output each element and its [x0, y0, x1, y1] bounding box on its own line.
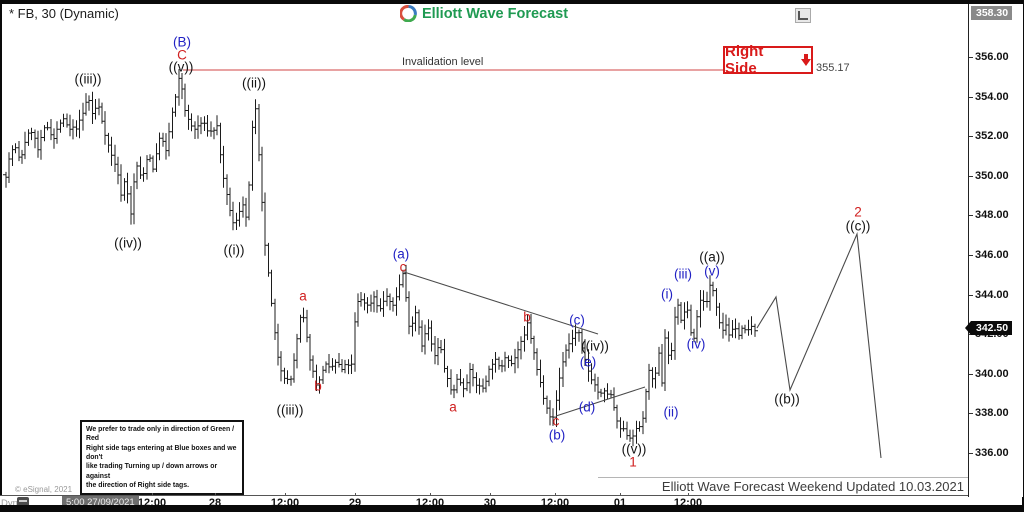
wave-label[interactable]: ((iii)) [276, 402, 304, 418]
trendline [403, 271, 599, 335]
watermark-text: Elliott Wave Forecast Weekend Updated 10… [661, 479, 964, 494]
price-tick-mark [969, 255, 973, 256]
wave-label[interactable]: ((v)) [168, 59, 194, 75]
time-tick-mark [555, 493, 556, 496]
wave-label[interactable]: (c) [569, 312, 585, 328]
time-tick-mark [688, 493, 689, 496]
wave-label[interactable]: ((iii)) [74, 71, 102, 87]
footer-divider [598, 477, 968, 478]
brand-logo-icon [399, 5, 417, 22]
price-tick-mark [969, 373, 973, 375]
wave-label[interactable]: ((iv)) [581, 338, 609, 354]
right-side-label: Right Side [725, 43, 764, 77]
wave-label[interactable]: (iii) [674, 266, 692, 282]
invalidation-level-label: Invalidation level [402, 56, 484, 68]
price-tick-label: 356.00 [975, 51, 1009, 63]
wave-label[interactable]: ((iv)) [114, 235, 142, 251]
time-tick-mark [285, 493, 286, 496]
wave-label[interactable]: 1 [629, 454, 637, 470]
wave-label[interactable]: (b) [548, 427, 566, 443]
wave-label[interactable]: ((a)) [699, 249, 725, 265]
price-tick-mark [969, 294, 973, 296]
price-tick-label: 350.00 [975, 169, 1009, 182]
wave-label[interactable]: C [177, 47, 187, 63]
price-tick-label: 338.00 [975, 407, 1009, 420]
brand-logo-text: Elliott Wave Forecast [421, 5, 569, 22]
price-axis[interactable]: 358.30 342.50 356.00 354.00 352.00 350.00 34… [964, 4, 1023, 497]
note-line: the direction of Right side tags. [86, 481, 189, 489]
right-side-tag[interactable]: Right Side [723, 43, 813, 77]
price-tick-mark [969, 215, 973, 217]
down-arrow-icon [801, 54, 811, 66]
wave-label[interactable]: (v) [704, 263, 720, 279]
symbol-title: * FB, 30 (Dynamic) [9, 6, 119, 21]
note-line: We prefer to trade only in direction of … [86, 426, 235, 443]
wave-label[interactable]: (B) [173, 34, 191, 50]
wave-label[interactable]: (a) [392, 246, 410, 262]
projection-path [756, 231, 882, 459]
wave-label[interactable]: b [314, 378, 322, 394]
trendline [555, 386, 646, 417]
price-tick-mark [969, 57, 973, 58]
price-tick-label: 346.00 [975, 249, 1009, 261]
wave-label[interactable]: c [552, 413, 560, 429]
brand-logo: Elliott Wave Forecast [0, 5, 968, 27]
wave-label[interactable]: ((ii)) [242, 75, 266, 91]
price-tick-mark [969, 136, 973, 138]
copyright-text: © eSignal, 2021 [15, 485, 73, 494]
price-tick-label: 336.00 [975, 447, 1009, 459]
wave-label[interactable]: (iv) [686, 336, 706, 352]
price-tick-label: 354.00 [975, 90, 1009, 103]
price-bars [3, 69, 758, 447]
wave-label[interactable]: ((c)) [845, 218, 871, 234]
price-tick-label: 344.00 [975, 288, 1009, 301]
session-high-badge: 358.30 [971, 6, 1013, 20]
wave-label[interactable]: ((i)) [223, 242, 245, 258]
price-tick-label: 348.00 [975, 209, 1009, 222]
price-tick-label: 352.00 [975, 130, 1009, 143]
current-price-badge: 342.50 [964, 321, 1013, 335]
wave-label[interactable]: (e) [579, 354, 597, 370]
chart-tool-icon[interactable] [795, 8, 811, 23]
time-tick-mark [430, 493, 431, 496]
time-tick-mark [490, 493, 491, 496]
chart-canvas[interactable] [0, 0, 968, 497]
price-tick-label: 340.00 [975, 367, 1009, 380]
wave-label[interactable]: a [449, 399, 457, 415]
trading-note-box[interactable]: We prefer to trade only in direction of … [80, 420, 244, 496]
wave-label[interactable]: c [399, 259, 407, 275]
window-bottom-edge [0, 505, 1024, 512]
wave-label[interactable]: 2 [854, 204, 862, 220]
price-tick-mark [969, 413, 973, 415]
dyn-label: Dyn [1, 498, 18, 509]
wave-label[interactable]: (d) [578, 399, 596, 415]
wave-label[interactable]: (ii) [663, 404, 679, 420]
time-tick-mark [355, 493, 356, 496]
price-tick-mark [969, 175, 973, 177]
note-line: like trading Turning up / down arrows or… [86, 463, 218, 480]
note-line: Right side tags entering at Blue boxes a… [86, 444, 237, 461]
wave-label[interactable]: b [523, 309, 531, 325]
time-axis-settings-icon[interactable] [17, 497, 29, 508]
time-tick-mark [152, 493, 153, 496]
wave-label[interactable]: ((v)) [621, 441, 647, 457]
price-tick-mark [969, 96, 973, 98]
invalidation-price-label: 355.17 [816, 62, 850, 74]
time-tick-mark [620, 493, 621, 496]
price-tick-mark [969, 453, 973, 454]
time-tick-mark [215, 493, 216, 496]
wave-label[interactable]: (i) [661, 286, 673, 302]
wave-label[interactable]: ((b)) [774, 391, 800, 407]
wave-label[interactable]: a [299, 288, 307, 304]
